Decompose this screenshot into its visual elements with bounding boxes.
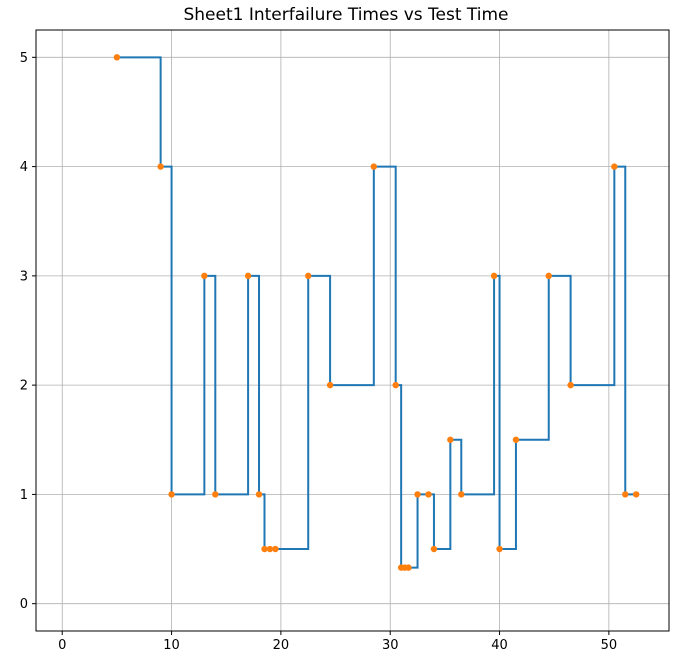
x-tick-label: 0 (58, 638, 66, 653)
data-point (261, 545, 268, 553)
x-tick-label: 30 (382, 638, 399, 653)
data-point (168, 491, 175, 498)
data-point (611, 163, 618, 170)
data-point (244, 272, 252, 280)
data-point (567, 381, 574, 389)
y-tick-label: 1 (20, 488, 28, 503)
axis-ticks: 0 10 20 30 40 50 0 1 2 3 4 5 (20, 51, 617, 653)
data-point (430, 545, 438, 553)
x-tick-label: 10 (163, 638, 180, 653)
x-tick-label: 20 (273, 638, 290, 653)
x-tick-label: 40 (491, 638, 508, 653)
data-point (272, 545, 279, 553)
data-point (113, 54, 121, 61)
data-point (622, 491, 629, 498)
data-point (370, 163, 378, 170)
step-line (116, 56, 637, 569)
y-tick-label: 2 (20, 379, 28, 394)
data-point (458, 491, 465, 498)
data-point (201, 272, 208, 280)
data-point (157, 163, 164, 170)
data-point (392, 381, 399, 389)
data-point (255, 491, 263, 498)
y-tick-label: 3 (20, 269, 28, 284)
y-tick-label: 0 (20, 597, 28, 612)
grid-lines (36, 30, 669, 631)
chart-title: Sheet1 Interfailure Times vs Test Time (183, 5, 508, 25)
data-point (490, 272, 498, 280)
data-point (305, 272, 312, 280)
data-point (414, 491, 421, 498)
data-point (326, 381, 334, 389)
plot-frame (35, 29, 670, 632)
y-tick-label: 4 (20, 160, 28, 175)
y-tick-label: 5 (20, 51, 28, 66)
x-tick-label: 50 (601, 638, 618, 653)
data-point (447, 436, 454, 443)
data-point (633, 491, 640, 498)
data-point (545, 272, 552, 280)
data-point (405, 564, 412, 571)
data-point (212, 491, 219, 498)
data-point (266, 545, 274, 553)
data-point (496, 545, 503, 553)
data-point (512, 436, 520, 443)
series-layer (113, 54, 640, 571)
data-point (425, 491, 432, 498)
